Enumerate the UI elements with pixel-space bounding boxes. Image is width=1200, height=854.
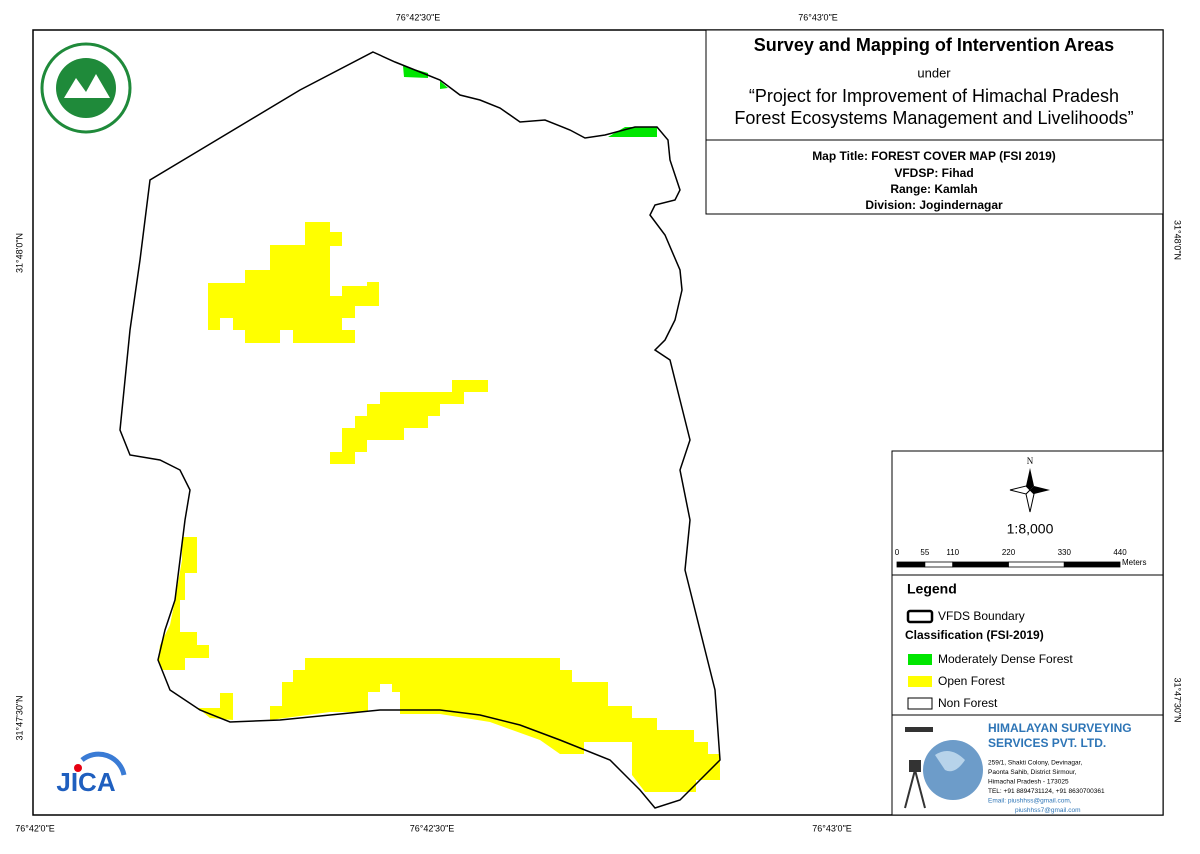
legend-label: Non Forest	[938, 696, 998, 710]
jica-logo: JICA	[56, 751, 127, 797]
info-line: Map Title: FOREST COVER MAP (FSI 2019)	[812, 149, 1056, 163]
scale-bar: 0 55 110 220 330 440	[895, 548, 1127, 568]
legend-label: Open Forest	[938, 674, 1005, 688]
legend-label: Moderately Dense Forest	[938, 652, 1073, 666]
company-name: HIMALAYAN SURVEYING	[988, 721, 1132, 735]
scale-label: 440	[1113, 548, 1127, 557]
open-forest-patch	[208, 222, 379, 343]
address-line: TEL: +91 8894731124, +91 8630700361	[988, 788, 1105, 795]
legend-swatch	[908, 676, 932, 687]
scale-segment	[1063, 561, 1121, 568]
project-line: Forest Ecosystems Management and Livelih…	[734, 108, 1133, 128]
under-text: under	[917, 65, 951, 80]
forest-patches	[158, 66, 720, 792]
graticule-label: 76°43'0"E	[798, 12, 838, 22]
map-heading: Survey and Mapping of Intervention Areas	[754, 35, 1114, 55]
scale-segment	[952, 561, 1009, 568]
graticule-label: 76°43'0"E	[812, 823, 852, 833]
dense-forest-patch	[440, 81, 448, 89]
graticule-label: 31°48'0"N	[14, 233, 24, 273]
open-forest-patch	[270, 658, 720, 792]
scale-label: 220	[1002, 548, 1016, 557]
dense-forest-patch	[608, 127, 657, 137]
info-line: Division: Jogindernagar	[865, 198, 1003, 212]
scale-segment	[1008, 561, 1065, 568]
address-line: Himachal Pradesh - 173025	[988, 779, 1069, 786]
address-line: Paonta Sahib, District Sirmour,	[988, 769, 1077, 776]
scale-segment	[924, 561, 954, 568]
north-label: N	[1027, 456, 1034, 466]
info-line: Range: Kamlah	[890, 182, 977, 196]
legend-subtitle: Classification (FSI-2019)	[905, 628, 1044, 642]
address-line: Email: piushhss@gmail.com,	[988, 798, 1072, 805]
company-name: SERVICES PVT. LTD.	[988, 736, 1106, 750]
legend-title: Legend	[907, 581, 957, 597]
company-address: 259/1, Shakti Colony, Devinagar, Paonta S…	[988, 760, 1105, 815]
scale-segment	[896, 561, 926, 568]
legend-box	[891, 574, 1164, 716]
boundary-swatch	[906, 609, 934, 624]
graticule-label: 76°42'0"E	[15, 823, 55, 833]
graticule-label: 31°47'30"N	[1173, 677, 1183, 722]
graticule-label: 31°47'30"N	[14, 695, 24, 740]
project-line: “Project for Improvement of Himachal Pra…	[749, 86, 1119, 106]
open-forest-patch	[158, 537, 209, 670]
legend-label: VFDS Boundary	[938, 609, 1025, 623]
legend-items: Moderately Dense Forest Open Forest Non Fo…	[907, 652, 1073, 710]
vfds-boundary	[119, 51, 721, 809]
address-line: piushhss7@gmail.com	[1015, 807, 1081, 814]
graticule-label: 76°42'30"E	[410, 823, 455, 833]
forest-department-logo	[40, 42, 132, 134]
scale-label: 55	[920, 548, 929, 557]
info-line: VFDSP: Fihad	[894, 166, 973, 180]
dense-forest-patch	[403, 66, 428, 78]
info-box	[705, 139, 1164, 215]
legend-swatch	[908, 654, 932, 665]
scale-ratio: 1:8,000	[1007, 521, 1054, 537]
scale-label: 0	[895, 548, 900, 557]
scale-unit: Meters	[1122, 558, 1146, 567]
north-arrow	[1009, 468, 1050, 513]
graticule-label: 31°48'0"N	[1173, 220, 1183, 260]
jica-text: JICA	[56, 767, 115, 797]
graticule-label: 76°42'30"E	[396, 12, 441, 22]
scale-label: 110	[946, 548, 959, 557]
scale-box	[891, 450, 1164, 576]
legend-swatch	[907, 697, 933, 710]
open-forest-patch	[330, 380, 488, 464]
scale-label: 330	[1058, 548, 1072, 557]
address-line: 259/1, Shakti Colony, Devinagar,	[988, 760, 1082, 767]
company-logo	[904, 727, 983, 809]
